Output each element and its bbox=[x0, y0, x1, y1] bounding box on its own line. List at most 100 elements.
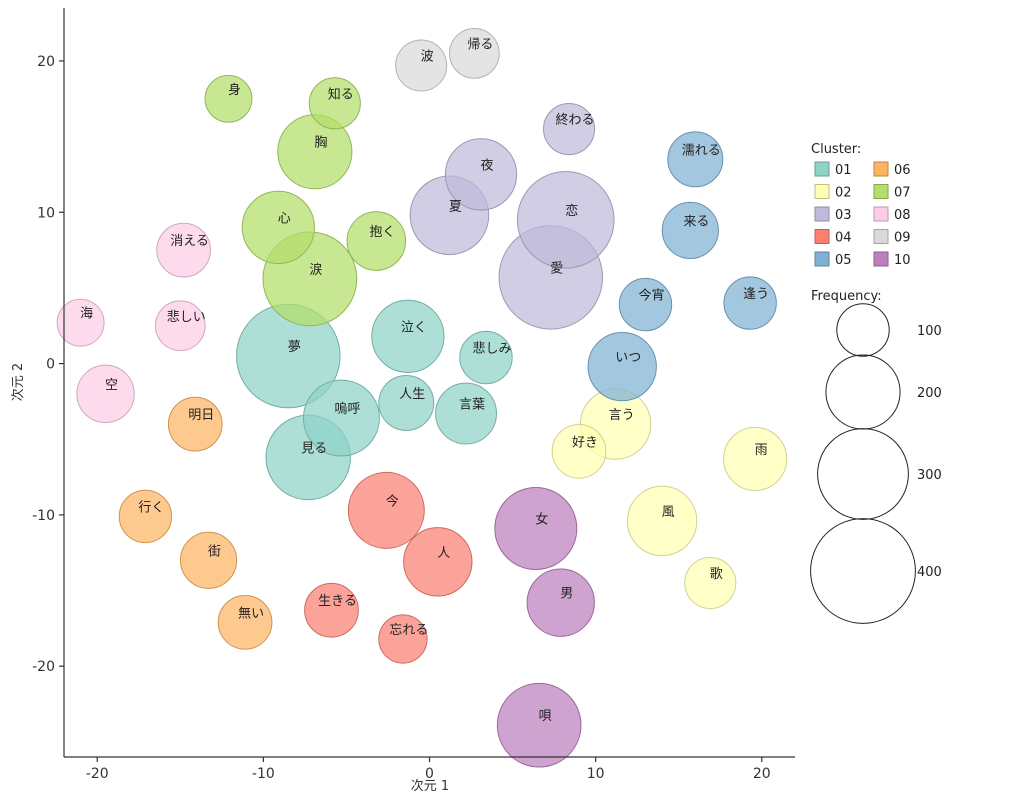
bubble-夜 bbox=[444, 138, 518, 211]
bubble-帰る bbox=[449, 28, 500, 79]
bubble-label-濡れる: 濡れる bbox=[682, 143, 721, 158]
bubble-label-言葉: 言葉 bbox=[459, 398, 485, 413]
bubble-label-胸: 胸 bbox=[314, 136, 327, 151]
bubble-忘れる bbox=[378, 614, 428, 664]
bubble-label-忘れる: 忘れる bbox=[389, 623, 428, 638]
bubble-label-悲しみ: 悲しみ bbox=[472, 341, 511, 357]
bubble-無い bbox=[217, 594, 273, 650]
bubble-嗚呼 bbox=[302, 379, 380, 457]
x-axis-title: 次元 1 bbox=[411, 778, 449, 794]
bubble-label-いつ: いつ bbox=[615, 351, 641, 366]
bubble-生きる bbox=[304, 582, 359, 638]
bubble-label-無い: 無い bbox=[238, 606, 264, 621]
bubble-label-街: 街 bbox=[208, 544, 221, 559]
bubble-label-歌: 歌 bbox=[710, 567, 723, 582]
legend-label-07: 07 bbox=[894, 186, 911, 201]
bubble-知る bbox=[308, 77, 361, 130]
size-legend-label: 400 bbox=[917, 565, 942, 580]
x-tick-label: -10 bbox=[252, 766, 275, 782]
cluster-legend-title: Cluster: bbox=[811, 142, 861, 157]
size-legend-circle bbox=[836, 303, 890, 357]
legend-swatch-05 bbox=[814, 251, 830, 267]
bubble-label-逢う: 逢う bbox=[743, 287, 769, 302]
legend-swatch-07 bbox=[873, 184, 889, 199]
y-axis-title: 次元 2 bbox=[10, 363, 26, 401]
bubble-label-行く: 行く bbox=[138, 500, 164, 515]
axes: -20 -10 0 10 20 -20 -10 0 10 20 bbox=[32, 8, 795, 782]
bubble-空 bbox=[76, 364, 135, 424]
bubble-いつ bbox=[587, 331, 657, 402]
legend-swatch-01 bbox=[814, 161, 830, 177]
bubble-label-今: 今 bbox=[386, 493, 399, 509]
bubble-label-夏: 夏 bbox=[449, 199, 462, 214]
bubble-抱く bbox=[346, 211, 407, 271]
bubble-心 bbox=[241, 190, 315, 265]
bubble-今宵 bbox=[618, 277, 673, 332]
bubble-逢う bbox=[723, 276, 777, 330]
size-legend-label: 200 bbox=[917, 386, 942, 401]
y-tick-label: 20 bbox=[37, 54, 55, 70]
legend-swatch-02 bbox=[814, 184, 830, 199]
legend-swatch-10 bbox=[873, 251, 889, 267]
bubble-label-泣く: 泣く bbox=[401, 320, 427, 335]
bubble-終わる bbox=[543, 103, 596, 156]
bubble-行く bbox=[118, 489, 173, 544]
legend-swatch-09 bbox=[873, 229, 889, 244]
bubble-label-好き: 好き bbox=[572, 435, 598, 450]
legend-label-09: 09 bbox=[894, 231, 911, 246]
bubble-label-夢: 夢 bbox=[288, 340, 301, 355]
bubble-悲しみ bbox=[459, 330, 513, 385]
legend-label-06: 06 bbox=[894, 163, 911, 178]
bubble-label-帰る: 帰る bbox=[467, 36, 493, 52]
bubble-恋 bbox=[516, 171, 615, 269]
bubble-label-抱く: 抱く bbox=[369, 224, 395, 240]
bubble-明日 bbox=[167, 396, 223, 452]
bubble-label-空: 空 bbox=[105, 378, 118, 393]
bubble-label-人: 人 bbox=[437, 546, 450, 561]
legend-label-08: 08 bbox=[894, 208, 911, 223]
legend-label-05: 05 bbox=[835, 253, 852, 268]
bubble-label-愛: 愛 bbox=[550, 261, 563, 276]
y-tick-label: -20 bbox=[32, 659, 55, 675]
bubble-来る bbox=[661, 201, 719, 260]
bubble-label-夜: 夜 bbox=[480, 158, 493, 173]
bubble-label-終わる: 終わる bbox=[556, 112, 595, 128]
legend-label-02: 02 bbox=[835, 186, 852, 201]
bubble-悲しい bbox=[154, 300, 206, 352]
bubble-人生 bbox=[378, 374, 435, 431]
bubble-label-恋: 恋 bbox=[565, 203, 578, 219]
legend-swatch-08 bbox=[873, 206, 889, 222]
bubble-label-見る: 見る bbox=[301, 441, 327, 456]
x-tick-label: 10 bbox=[587, 766, 605, 782]
bubble-唄 bbox=[496, 682, 582, 768]
bubble-label-波: 波 bbox=[421, 49, 434, 64]
size-legend-circle bbox=[810, 518, 916, 624]
bubble-label-今宵: 今宵 bbox=[638, 288, 664, 304]
legend-label-10: 10 bbox=[894, 253, 911, 268]
x-tick-label: -20 bbox=[86, 766, 109, 782]
bubble-言葉 bbox=[435, 382, 497, 445]
bubble-海 bbox=[56, 298, 105, 347]
size-legend-circle bbox=[825, 354, 901, 430]
bubble-泣く bbox=[371, 299, 445, 373]
bubble-label-消える: 消える bbox=[170, 234, 209, 249]
legend-label-03: 03 bbox=[835, 208, 852, 223]
bubble-風 bbox=[626, 485, 698, 557]
bubble-label-身: 身 bbox=[228, 82, 241, 98]
size-legend-label: 300 bbox=[917, 468, 942, 483]
bubble-label-来る: 来る bbox=[683, 214, 709, 229]
size-legend-label: 100 bbox=[917, 324, 942, 339]
bubble-波 bbox=[395, 39, 448, 92]
legend-swatch-04 bbox=[814, 229, 830, 244]
frequency-legend-title: Frequency: bbox=[811, 289, 882, 304]
bubble-label-人生: 人生 bbox=[399, 387, 425, 402]
bubble-身 bbox=[204, 74, 253, 123]
y-tick-label: 10 bbox=[37, 205, 55, 221]
y-tick-label: 0 bbox=[46, 357, 55, 373]
bubble-label-涙: 涙 bbox=[309, 262, 322, 278]
bubble-男 bbox=[526, 568, 595, 637]
bubble-消える bbox=[156, 222, 211, 278]
bubble-label-言う: 言う bbox=[609, 408, 635, 423]
